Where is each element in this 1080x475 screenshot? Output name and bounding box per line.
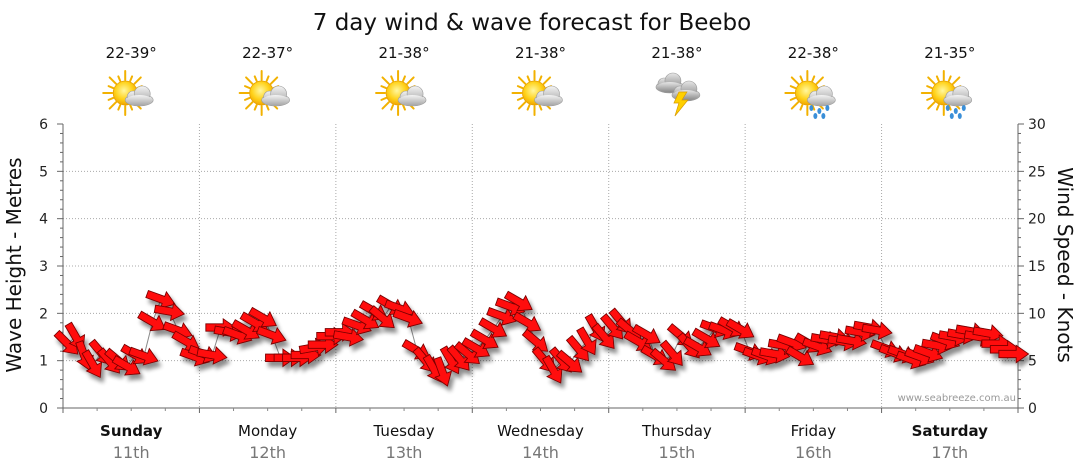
wind-arrow [137,310,167,332]
day-temperature: 21-38° [651,44,702,62]
credit-text: www.seabreeze.com.au [898,393,1016,404]
partly-cloudy-icon [375,70,427,116]
wind-arrow [81,349,103,379]
right-tick-label: 10 [1028,306,1046,322]
wind-arrow [659,339,683,366]
wind-arrow [478,317,508,338]
wind-arrow [691,327,721,349]
day-name-label: Tuesday [373,422,435,440]
wind-arrow [469,328,499,350]
right-axis-ticks: 0 5 10 15 20 25 30 [1018,117,1046,417]
left-tick-label: 4 [39,212,48,228]
day-name-label: Thursday [641,422,712,440]
left-axis-ticks: 0 1 2 3 4 5 6 [39,117,63,417]
right-tick-label: 5 [1028,354,1037,370]
wind-arrow [248,306,277,328]
right-tick-label: 25 [1028,164,1046,180]
wind-series [53,289,1030,387]
day-temperature: 22-37° [242,44,293,62]
wind-arrow [128,346,159,366]
left-axis-label: Wave Height - Metres [2,157,26,372]
wind-arrow [555,349,583,373]
right-tick-label: 20 [1028,212,1046,228]
day-name-label: Monday [238,422,297,440]
thunderstorm-icon [655,72,701,117]
wind-arrow [503,290,533,312]
partly-cloudy-icon [102,70,154,116]
wind-arrow [998,344,1030,364]
day-name-label: Wednesday [497,422,584,440]
day-date-label: 16th [795,443,832,462]
day-temperature: 21-35° [924,44,975,62]
wind-arrow [785,345,815,367]
left-tick-label: 5 [39,164,48,180]
wind-arrow [111,355,141,376]
sun-showers-icon [784,70,836,119]
right-tick-label: 30 [1028,117,1046,133]
wind-arrow [392,308,423,328]
day-temperature: 21-38° [379,44,430,62]
partly-cloudy-icon [238,70,290,116]
left-tick-label: 2 [39,306,48,322]
day-date-label: 15th [659,443,696,462]
wind-arrow [521,328,549,352]
day-date-label: 17th [931,443,968,462]
day-date-label: 14th [522,443,559,462]
left-tick-label: 1 [39,354,48,370]
day-name-label: Friday [791,422,837,440]
wind-arrow [332,327,364,347]
day-name-label: Sunday [100,422,163,440]
left-tick-label: 0 [39,401,48,417]
day-date-label: 12th [249,443,286,462]
weather-row: 22-39° 22-37° 21-38° 21-38° 21-38° 22-38° 21-3… [102,44,975,119]
day-labels: Sunday 11th Monday 12th Tuesday 13th Wednesday… [100,422,988,462]
grid-lines [63,124,1018,408]
wind-arrow [576,326,597,356]
day-temperature: 22-38° [788,44,839,62]
right-tick-label: 0 [1028,401,1037,417]
chart-title: 7 day wind & wave forecast for Beebo [313,10,751,36]
left-tick-label: 6 [39,117,48,133]
wind-arrow [433,356,453,387]
right-tick-label: 15 [1028,259,1046,275]
wind-arrow [631,323,661,345]
wind-arrow [153,302,185,322]
sun-showers-icon [920,70,973,119]
day-name-label: Saturday [912,422,989,440]
partly-cloudy-icon [511,70,563,116]
wind-arrow [725,318,755,339]
day-date-label: 11th [113,443,150,462]
axes [62,124,1019,413]
day-temperature: 21-38° [515,44,566,62]
wind-arrow [256,325,287,345]
wind-arrows [53,289,1030,387]
right-axis-label: Wind Speed - Knots [1053,167,1077,363]
day-date-label: 13th [386,443,423,462]
wind-arrow [861,321,893,341]
left-tick-label: 3 [39,259,48,275]
wind-arrow [196,345,228,365]
day-temperature: 22-39° [106,44,157,62]
